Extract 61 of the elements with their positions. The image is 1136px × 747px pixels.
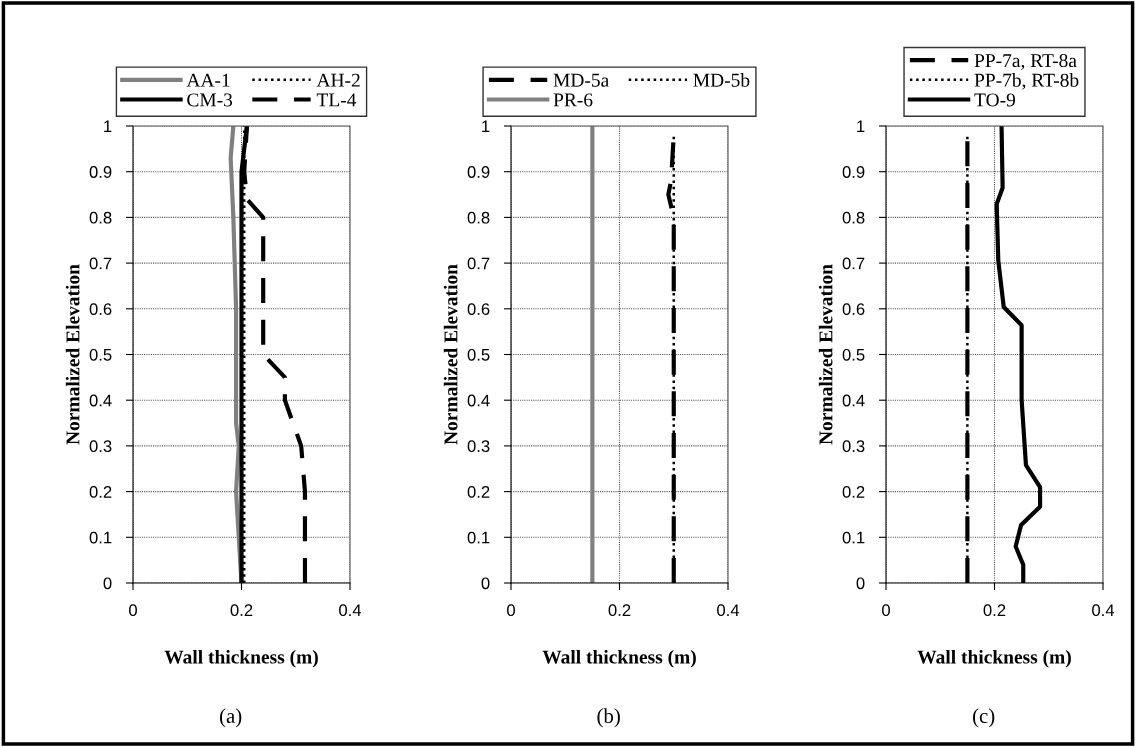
x-tick-label: 0.2: [230, 604, 253, 617]
y-tick-label: 0.4: [467, 394, 490, 407]
legend-label: AH-2: [316, 73, 360, 87]
y-tick-label: 0.5: [467, 348, 490, 361]
y-tick-label: 1: [482, 120, 490, 133]
y-tick-label: 0.3: [842, 440, 865, 453]
y-tick-label: 1: [104, 120, 112, 133]
y-tick-label: 0.1: [89, 531, 112, 544]
legend-label: MD-5a: [553, 73, 609, 87]
legend-label: TO-9: [974, 93, 1016, 107]
y-axis-title: Normalized Elevation: [443, 264, 458, 445]
y-tick-label: 0.9: [842, 166, 865, 178]
y-tick-label: 0: [856, 577, 865, 590]
y-tick-label: 0: [103, 577, 112, 590]
x-tick-label: 0: [507, 604, 515, 617]
y-tick-label: 0.1: [842, 531, 865, 544]
y-tick-label: 0.6: [89, 303, 112, 315]
x-tick-label: 0: [882, 604, 890, 617]
x-tick-label: 0: [129, 604, 137, 617]
y-tick-label: 1: [857, 120, 865, 133]
y-tick-label: 0.7: [467, 257, 490, 270]
y-tick-label: 0.6: [467, 303, 490, 315]
y-tick-label: 0.7: [89, 257, 112, 270]
y-tick-label: 0.9: [467, 166, 490, 178]
text: (c): [973, 708, 995, 728]
legend-label: PP-7b, RT-8b: [974, 73, 1079, 90]
x-tick-label: 0.2: [608, 604, 631, 617]
y-tick-label: 0.8: [842, 211, 865, 224]
y-tick-label: 0.8: [89, 211, 112, 224]
x-tick-label: 0.4: [1092, 604, 1115, 617]
y-tick-label: 0.6: [842, 303, 865, 315]
y-tick-label: 0.1: [467, 531, 490, 544]
text: (b): [597, 708, 620, 728]
legend-label: PP-7a, RT-8a: [974, 53, 1077, 70]
y-axis-title: Normalized Elevation: [65, 264, 80, 445]
x-tick-label: 0.4: [717, 604, 740, 617]
legend-label: AA-1: [186, 73, 230, 87]
legend-label: MD-5b: [693, 73, 750, 87]
y-tick-label: 0.2: [842, 486, 865, 498]
y-tick-label: 0.3: [89, 440, 112, 453]
y-tick-label: 0: [481, 577, 490, 590]
legend-label: TL-4: [316, 93, 357, 107]
x-axis-title: Wall thickness (m): [164, 649, 318, 668]
x-axis-title: Wall thickness (m): [917, 649, 1071, 668]
y-tick-label: 0.7: [842, 257, 865, 270]
x-tick-label: 0.4: [339, 604, 362, 617]
x-axis-title: Wall thickness (m): [542, 649, 696, 668]
y-tick-label: 0.2: [467, 486, 490, 498]
y-tick-label: 0.5: [89, 348, 112, 361]
y-tick-label: 0.4: [842, 394, 865, 407]
y-tick-label: 0.5: [842, 348, 865, 361]
legend-label: PR-6: [553, 93, 593, 107]
y-tick-label: 0.8: [467, 211, 490, 224]
y-tick-label: 0.2: [89, 486, 112, 498]
y-tick-label: 0.3: [467, 440, 490, 453]
x-tick-label: 0.2: [983, 604, 1006, 617]
y-tick-label: 0.9: [89, 166, 112, 178]
y-tick-label: 0.4: [89, 394, 112, 407]
y-axis-title: Normalized Elevation: [818, 264, 833, 445]
text: (a): [220, 708, 242, 728]
legend-label: CM-3: [187, 93, 233, 107]
